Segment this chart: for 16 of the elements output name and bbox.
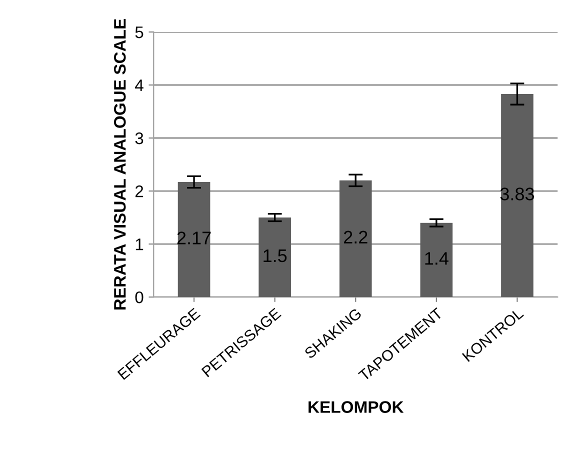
y-tick-label: 1	[136, 238, 144, 250]
bar	[501, 94, 534, 298]
bar	[339, 180, 372, 298]
y-tick-label: 0	[135, 291, 144, 304]
y-tick-label: 3	[135, 132, 144, 144]
bar	[178, 182, 210, 298]
bar	[258, 218, 291, 298]
data-label: 2.2	[344, 230, 368, 244]
data-label: 1.4	[425, 252, 448, 265]
x-axis-title: KELOMPOK	[308, 401, 404, 413]
y-tick-label: 5	[135, 26, 144, 38]
data-label: 1.5	[264, 250, 287, 262]
y-tick-label: 4	[135, 80, 144, 92]
y-axis-title: RERATA VISUAL ANALOGUE SCALE	[114, 19, 126, 310]
y-tick-label: 2	[135, 185, 144, 198]
bar	[420, 222, 453, 298]
